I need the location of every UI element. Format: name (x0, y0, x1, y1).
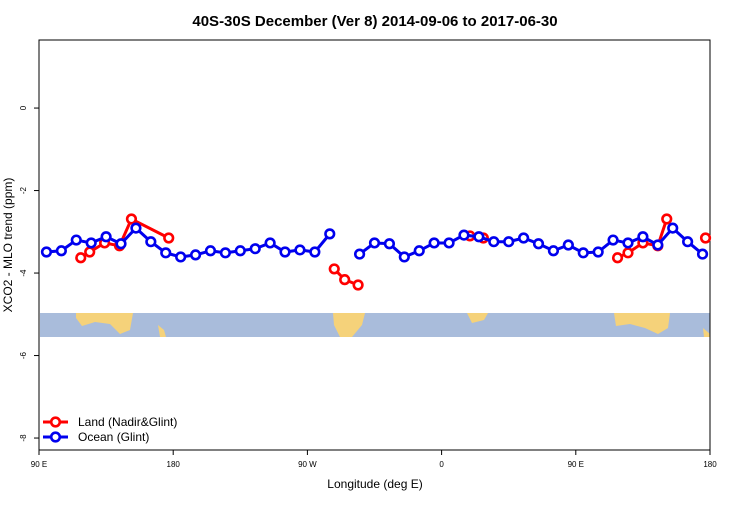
data-point (682, 236, 694, 248)
data-point (652, 239, 664, 251)
data-point (189, 249, 202, 261)
data-point (353, 248, 366, 260)
data-point (383, 238, 396, 250)
chart-title: 40S-30S December (Ver 8) 2014-09-06 to 2… (192, 13, 557, 30)
x-tick-label: 90 E (31, 460, 47, 469)
data-point (145, 236, 157, 248)
data-point (163, 232, 175, 244)
data-point (428, 237, 440, 249)
data-point (661, 213, 673, 225)
y-tick-label: -4 (19, 269, 28, 277)
data-point (84, 246, 96, 258)
data-point (294, 244, 306, 256)
data-point (339, 274, 351, 286)
data-point (699, 232, 712, 244)
data-point (55, 245, 67, 257)
data-point (125, 213, 138, 225)
data-point (532, 238, 545, 250)
data-point (234, 245, 246, 257)
data-point (249, 243, 261, 255)
data-point (328, 263, 340, 275)
data-point (279, 246, 291, 258)
y-tick-label: 0 (19, 105, 28, 110)
data-point (622, 237, 634, 249)
data-point (219, 247, 231, 259)
data-point (175, 251, 187, 263)
series-line (81, 219, 706, 285)
map-strip (40, 313, 710, 337)
data-point (473, 231, 485, 243)
data-point (577, 247, 589, 259)
data-point (518, 232, 530, 244)
x-tick-label: 90 W (298, 460, 317, 469)
y-tick-label: -2 (19, 186, 28, 194)
data-point (443, 237, 455, 249)
legend-marker (49, 416, 62, 428)
data-point (607, 234, 619, 246)
data-point (547, 245, 560, 257)
data-point (562, 239, 574, 251)
data-point (70, 234, 82, 246)
data-point (160, 247, 172, 259)
data-point (204, 245, 217, 257)
plot-frame (38, 39, 711, 451)
data-point (622, 247, 634, 259)
data-point (458, 229, 470, 241)
x-tick-label: 180 (703, 460, 717, 469)
data-point (100, 231, 112, 243)
data-point (413, 245, 425, 257)
data-point (637, 231, 649, 243)
data-point (696, 248, 709, 260)
data-point (398, 251, 410, 263)
x-tick-label: 180 (167, 460, 181, 469)
legend-label: Ocean (Glint) (78, 430, 149, 444)
data-point (85, 237, 97, 249)
data-point (611, 252, 624, 264)
data-point (667, 222, 679, 234)
legend-label: Land (Nadir&Glint) (78, 415, 177, 429)
data-point (368, 237, 381, 249)
data-point (130, 222, 142, 234)
data-point (40, 246, 53, 258)
data-point (352, 279, 364, 291)
x-tick-label: 90 E (568, 460, 584, 469)
data-point (592, 246, 604, 258)
data-point (324, 228, 336, 240)
y-tick-label: -8 (19, 434, 28, 442)
y-axis-label: XCO2 - MLO trend (ppm) (1, 178, 15, 313)
x-axis-label: Longitude (deg E) (327, 477, 422, 491)
data-point (75, 252, 87, 264)
data-point (264, 237, 276, 249)
x-tick-label: 0 (439, 460, 444, 469)
legend-marker (49, 431, 62, 443)
data-point (309, 246, 321, 258)
data-point (503, 236, 515, 248)
data-point (488, 236, 500, 248)
y-tick-label: -6 (19, 351, 28, 359)
data-point (115, 238, 127, 250)
